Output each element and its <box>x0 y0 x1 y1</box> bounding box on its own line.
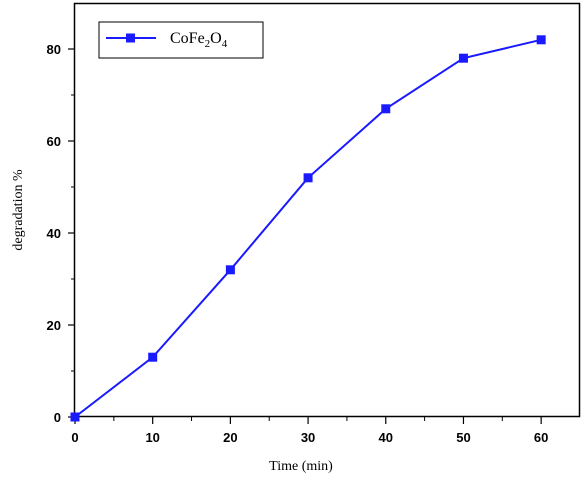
x-tick-label: 30 <box>301 430 315 445</box>
data-point-marker <box>70 412 80 422</box>
legend-label-mid: O <box>210 30 222 47</box>
x-tick-label: 50 <box>456 430 470 445</box>
plot-frame <box>73 2 581 418</box>
x-tick-label: 60 <box>534 430 548 445</box>
series-group <box>70 35 546 422</box>
axis-ticks <box>68 48 542 424</box>
x-axis-title: Time (min) <box>269 459 333 474</box>
legend-label-base: CoFe <box>170 30 205 47</box>
data-point-marker <box>225 265 235 275</box>
y-tick-label: 20 <box>47 318 61 333</box>
x-tick-label: 0 <box>71 430 78 445</box>
x-tick-label: 10 <box>145 430 159 445</box>
legend-marker-sample <box>126 33 135 43</box>
data-point-marker <box>381 104 391 114</box>
y-tick-labels: 0 20 40 60 80 <box>47 42 61 425</box>
legend-label-sub2: 4 <box>222 38 228 50</box>
series-line <box>74 38 542 418</box>
data-point-marker <box>148 352 158 362</box>
x-tick-label: 20 <box>223 430 237 445</box>
y-tick-label: 60 <box>47 134 61 149</box>
legend-label-sub1: 2 <box>205 38 211 50</box>
data-point-marker <box>536 35 546 45</box>
y-tick-label: 0 <box>54 410 61 425</box>
y-tick-label: 40 <box>47 226 61 241</box>
y-tick-label: 80 <box>47 42 61 57</box>
x-tick-labels: 0 10 20 30 40 50 60 <box>71 430 548 445</box>
x-tick-label: 40 <box>379 430 393 445</box>
data-point-marker <box>458 53 468 63</box>
legend-label: CoFe2O4 <box>170 30 228 50</box>
data-point-marker <box>303 173 313 183</box>
y-axis-title: degradation % <box>11 169 26 251</box>
legend: CoFe2O4 <box>98 21 264 59</box>
